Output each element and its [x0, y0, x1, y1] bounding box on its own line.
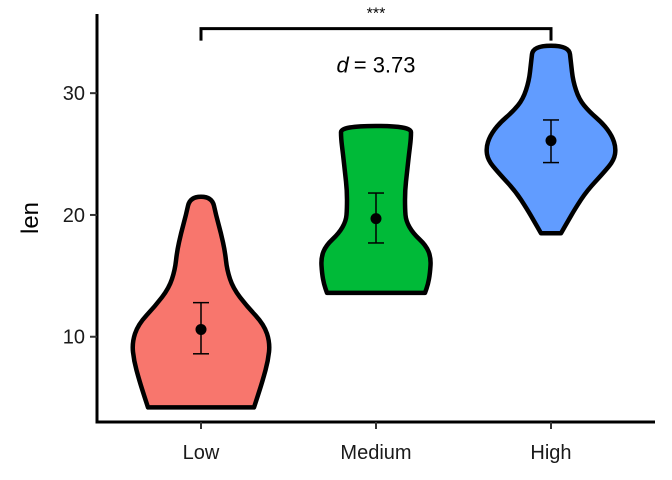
comparison-annotation: *** d = 3.73 [199, 6, 553, 78]
effect-size-label: d = 3.73 [336, 53, 415, 78]
x-tick-label: Medium [340, 442, 411, 464]
effect-size-symbol: d [336, 53, 349, 78]
x-tick-label: Low [183, 442, 220, 464]
mean-point [370, 213, 382, 225]
significance-bracket [199, 27, 553, 41]
plot-area [130, 43, 618, 410]
y-axis-title: len [17, 202, 44, 234]
y-tick-label: 10 [63, 327, 85, 349]
mean-point [195, 323, 207, 335]
significance-label: *** [367, 6, 386, 23]
y-tick-label: 20 [63, 205, 85, 227]
effect-size-value: = 3.73 [354, 53, 416, 78]
axes: len 10 20 30 Low Medium High [17, 14, 655, 464]
mean-point [545, 135, 557, 147]
x-tick-label: High [530, 442, 571, 464]
y-tick-label: 30 [63, 83, 85, 105]
